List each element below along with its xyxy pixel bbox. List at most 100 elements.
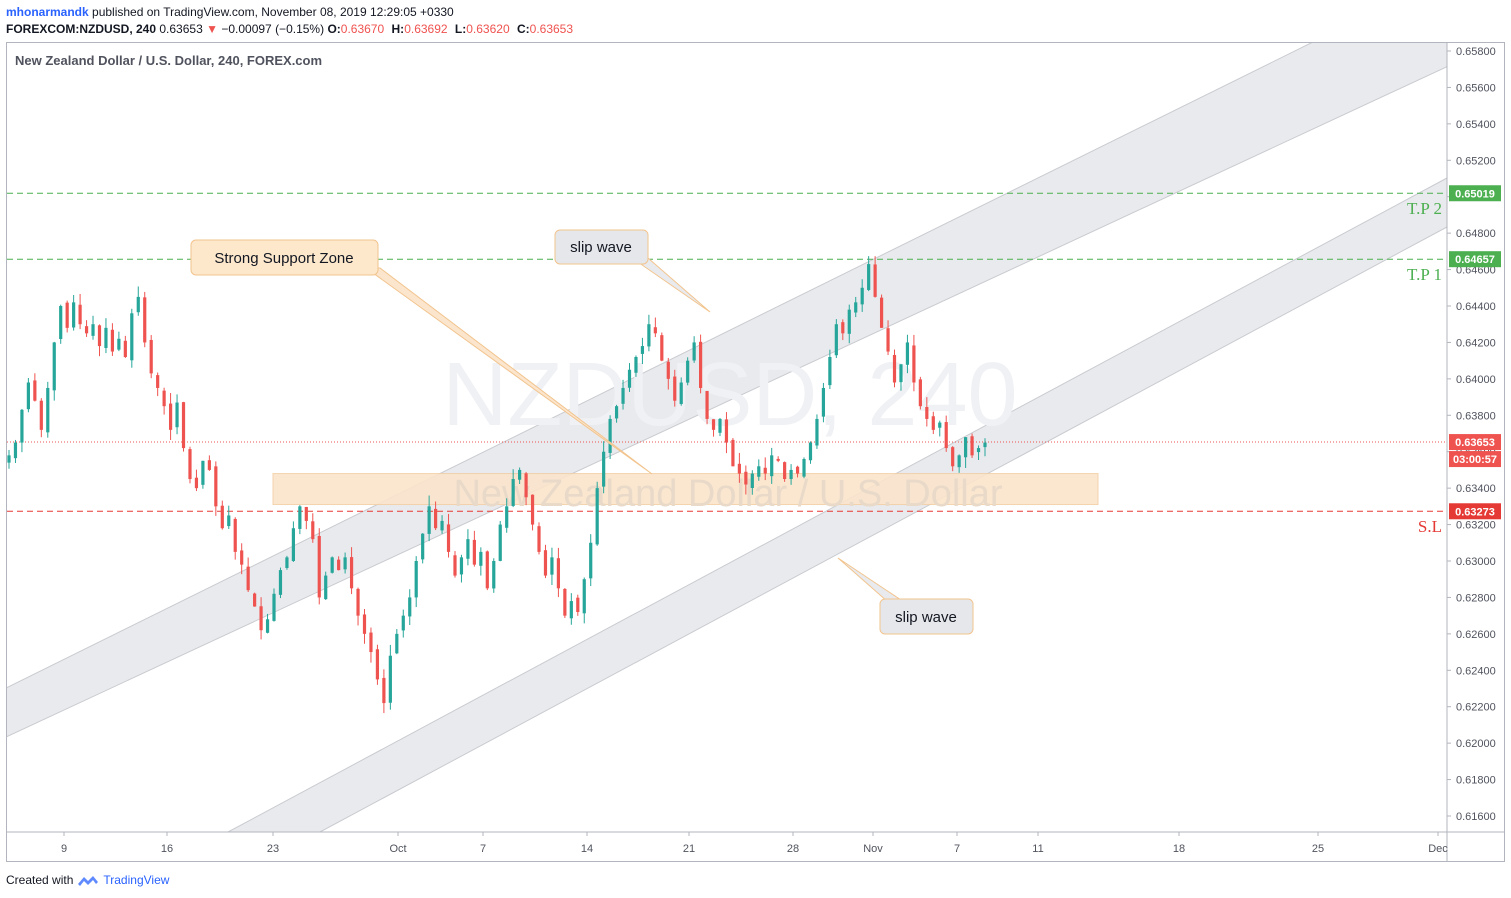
symbol-label: FOREXCOM:NZDUSD, 240 [6, 22, 157, 36]
candle-up [117, 338, 121, 350]
candle-up [770, 455, 774, 477]
high-label: H: [391, 22, 405, 36]
candle-down [253, 593, 257, 607]
y-tick-label: 0.65800 [1456, 46, 1496, 58]
candle-down [763, 467, 767, 474]
candle-up [550, 557, 554, 575]
slip-wave-top-callout[interactable]: slip wave [554, 229, 649, 265]
candle-down [951, 447, 955, 467]
y-tick-label: 0.61600 [1456, 811, 1496, 823]
candle-down [382, 677, 386, 704]
candle-down [168, 403, 173, 430]
support-zone-callout[interactable]: Strong Support Zone [190, 239, 379, 276]
slip-wave-bottom-callout[interactable]: slip wave [879, 598, 974, 635]
candle-down [673, 376, 677, 401]
candle-down [259, 606, 263, 631]
y-tick-label: 0.62200 [1456, 702, 1496, 714]
candle-up [847, 309, 851, 334]
candle-down [705, 390, 709, 419]
candle-down [530, 494, 535, 525]
chart-title: New Zealand Dollar / U.S. Dollar, 240, F… [15, 53, 322, 68]
candle-up [647, 324, 651, 347]
x-tick-label: 14 [581, 843, 593, 855]
candle-up [964, 437, 968, 458]
tp2-label: T.P 2 [1407, 199, 1442, 218]
candle-down [317, 536, 321, 598]
candle-up [440, 520, 444, 531]
candle-up [492, 561, 496, 589]
candle-down [375, 649, 380, 680]
candle-up [298, 506, 302, 529]
chart-frame[interactable] [6, 42, 1505, 862]
publish-info: mhonarmandk published on TradingView.com… [6, 5, 454, 19]
candle-up [808, 442, 813, 461]
x-tick-label: 28 [787, 843, 799, 855]
candle-down [711, 419, 716, 430]
candle-up [860, 287, 864, 305]
price-axis[interactable]: 0.658000.656000.654000.652000.650000.648… [1447, 46, 1496, 823]
time-axis[interactable]: 9 16 23 Oct 7 14 21 28 Nov 7 11 18 25 Dec [61, 832, 1448, 855]
candle-down [892, 354, 897, 383]
tradingview-link[interactable]: TradingView [103, 873, 170, 887]
candle-up [815, 418, 819, 446]
y-tick-label: 0.62400 [1456, 665, 1496, 677]
support-zone[interactable] [272, 473, 1099, 506]
candle-down [472, 539, 476, 565]
candle-up [569, 601, 573, 619]
sl-label: S.L [1418, 517, 1442, 536]
tradingview-logo-icon [78, 876, 99, 886]
candle-up [459, 557, 464, 575]
candle-up [582, 579, 586, 614]
candle-down [240, 550, 244, 565]
candle-down [537, 526, 541, 552]
y-tick-label: 0.64600 [1456, 265, 1496, 277]
candle-down [737, 463, 741, 474]
candle-up [608, 418, 612, 453]
candle-up [957, 455, 961, 468]
candle-up [750, 473, 754, 489]
slip-wave-bottom-label: slip wave [895, 609, 957, 626]
x-tick-label: 23 [267, 843, 279, 855]
candle-down [783, 462, 787, 480]
tp1-price-tag [1449, 251, 1501, 268]
candle-up [59, 306, 63, 340]
candle-up [388, 655, 392, 703]
candle-up [938, 422, 942, 428]
candle-down [194, 477, 199, 489]
candle-up [285, 557, 289, 568]
candle-up [330, 557, 334, 573]
candles [7, 256, 987, 714]
candle-down [873, 264, 877, 297]
candle-down [795, 466, 800, 474]
candle-down [543, 550, 548, 576]
x-tick-label: Oct [389, 843, 406, 855]
down-arrow-icon: ▼ [206, 22, 218, 36]
slip-wave-bottom-pointer [837, 557, 906, 603]
tp1-price-tag-text: 0.64657 [1455, 254, 1495, 266]
tp2-price-tag [1449, 185, 1501, 202]
y-tick-label: 0.64400 [1456, 301, 1496, 313]
x-tick-label: 7 [954, 843, 960, 855]
candle-up [828, 357, 832, 386]
candle-down [207, 460, 211, 470]
candle-down [731, 439, 735, 467]
candle-down [311, 521, 315, 540]
candle-down [524, 473, 528, 498]
y-tick-label: 0.61800 [1456, 775, 1496, 787]
y-tick-label: 0.64200 [1456, 337, 1496, 349]
candle-down [970, 436, 974, 456]
candle-down [556, 558, 561, 589]
candle-down [162, 390, 166, 407]
author-link[interactable]: mhonarmandk [6, 5, 89, 19]
y-tick-label: 0.64000 [1456, 374, 1496, 386]
y-tick-label: 0.65400 [1456, 119, 1496, 131]
candle-up [46, 387, 50, 433]
last-price: 0.63653 [159, 22, 203, 36]
candle-up [421, 533, 425, 560]
candle-down [841, 322, 845, 334]
upper-channel[interactable] [6, 42, 1500, 738]
candle-up [821, 387, 826, 417]
candle-up [466, 539, 470, 559]
candle-up [479, 551, 483, 566]
